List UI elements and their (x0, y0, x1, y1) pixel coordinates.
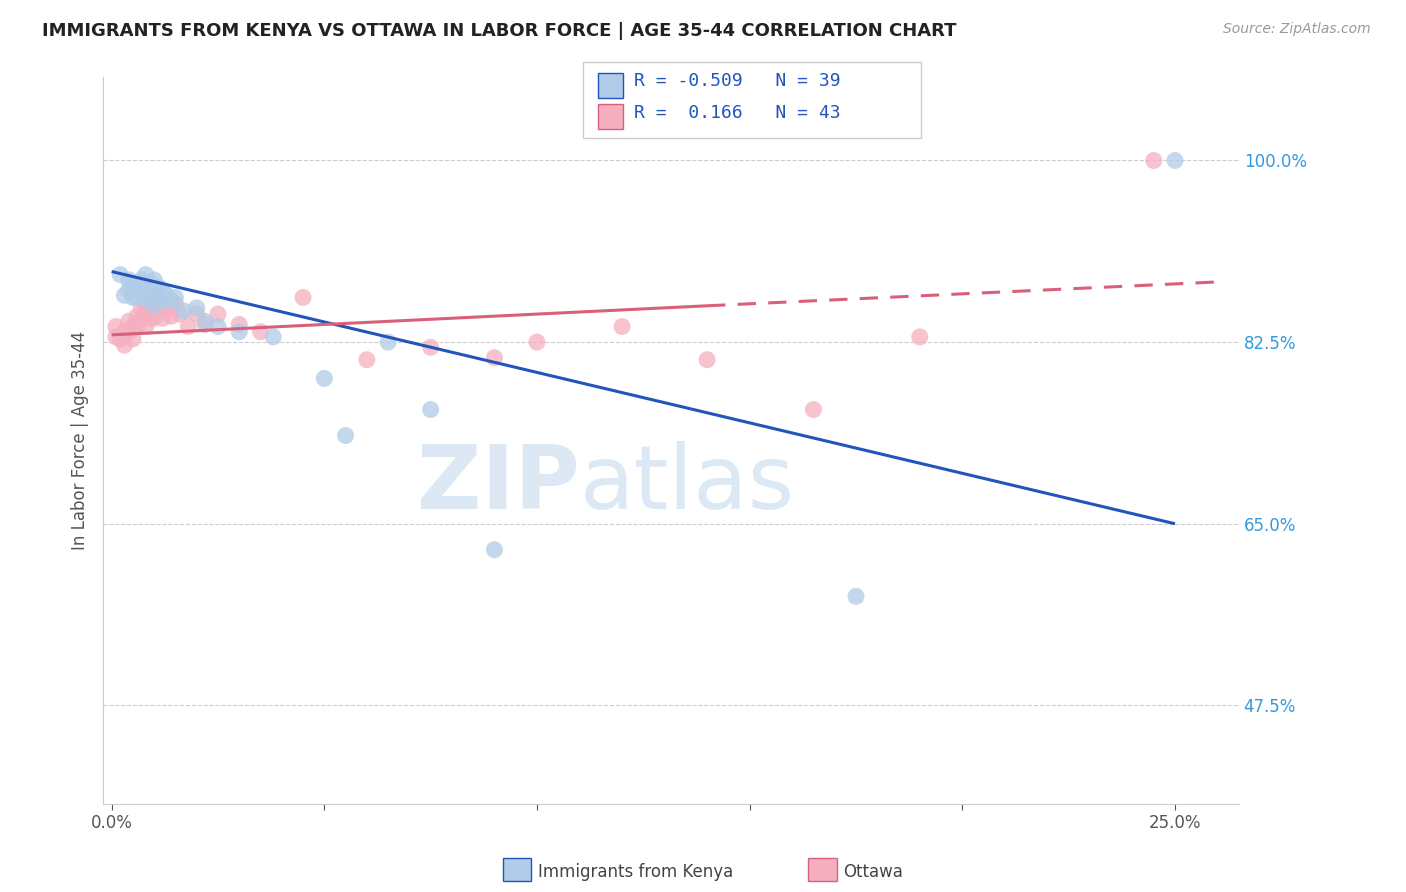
Text: Immigrants from Kenya: Immigrants from Kenya (538, 863, 734, 881)
Y-axis label: In Labor Force | Age 35-44: In Labor Force | Age 35-44 (72, 331, 89, 550)
Point (139, 311, 162, 326)
Point (135, 268, 157, 282)
Point (139, 301, 162, 315)
Point (143, 283, 166, 297)
Point (165, 290, 187, 304)
Point (118, 314, 141, 328)
Point (186, 307, 208, 321)
Point (152, 293, 174, 308)
Point (177, 319, 200, 334)
Point (143, 299, 166, 313)
Point (108, 268, 131, 282)
Point (207, 319, 229, 334)
Point (335, 428, 357, 442)
Point (139, 283, 162, 297)
Point (262, 330, 284, 344)
Point (156, 288, 179, 302)
Point (131, 273, 153, 287)
Point (152, 283, 174, 297)
Point (118, 273, 141, 287)
Point (139, 293, 162, 308)
Point (610, 319, 633, 334)
Point (112, 288, 135, 302)
Point (127, 319, 149, 334)
Point (148, 280, 170, 294)
Point (104, 319, 127, 334)
Point (356, 352, 378, 367)
Point (131, 301, 153, 315)
Point (160, 293, 183, 308)
Point (148, 288, 170, 302)
Text: IMMIGRANTS FROM KENYA VS OTTAWA IN LABOR FORCE | AGE 35-44 CORRELATION CHART: IMMIGRANTS FROM KENYA VS OTTAWA IN LABOR… (42, 22, 956, 40)
Point (152, 301, 174, 315)
Point (122, 278, 145, 293)
Text: Source: ZipAtlas.com: Source: ZipAtlas.com (1223, 22, 1371, 37)
Point (377, 335, 399, 350)
Point (122, 319, 145, 334)
Point (1164, 153, 1187, 168)
Point (143, 273, 166, 287)
Point (292, 290, 315, 304)
Point (249, 325, 271, 339)
Point (108, 332, 131, 346)
Point (908, 330, 931, 344)
Point (127, 283, 149, 297)
Point (148, 290, 170, 304)
Point (118, 325, 141, 339)
Point (143, 299, 166, 313)
Point (122, 332, 145, 346)
Text: Ottawa: Ottawa (844, 863, 904, 881)
Text: ZIP: ZIP (418, 441, 581, 528)
Point (207, 307, 229, 321)
Point (1143, 153, 1166, 168)
Point (165, 296, 187, 310)
Point (186, 301, 208, 315)
Point (143, 311, 166, 326)
Point (484, 351, 506, 365)
Text: R = -0.509   N = 39: R = -0.509 N = 39 (634, 72, 841, 90)
Point (194, 318, 217, 332)
Point (696, 352, 718, 367)
Point (135, 280, 157, 294)
Point (419, 402, 441, 417)
Point (112, 325, 135, 339)
Point (484, 542, 506, 557)
Point (173, 304, 195, 318)
Point (845, 590, 868, 604)
Point (135, 319, 157, 334)
Point (314, 371, 336, 385)
Point (139, 276, 162, 290)
Point (127, 309, 149, 323)
Point (112, 338, 135, 352)
Point (122, 290, 145, 304)
Point (228, 325, 250, 339)
Text: R =  0.166   N = 43: R = 0.166 N = 43 (634, 104, 841, 122)
Point (135, 288, 157, 302)
Point (131, 280, 153, 294)
Point (169, 307, 191, 321)
Point (104, 330, 127, 344)
Point (228, 318, 250, 332)
Point (419, 340, 441, 354)
Point (152, 311, 174, 326)
Point (131, 311, 153, 326)
Point (135, 296, 157, 310)
Point (803, 402, 825, 417)
Point (526, 335, 548, 350)
Text: atlas: atlas (581, 441, 796, 528)
Point (160, 309, 183, 323)
Point (194, 314, 217, 328)
Point (156, 301, 179, 315)
Point (127, 290, 149, 304)
Point (118, 283, 141, 297)
Point (135, 307, 157, 321)
